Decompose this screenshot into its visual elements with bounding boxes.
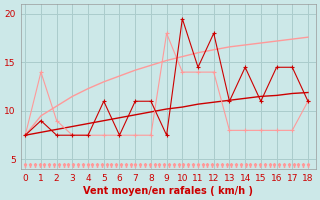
X-axis label: Vent moyen/en rafales ( km/h ): Vent moyen/en rafales ( km/h ) <box>83 186 253 196</box>
